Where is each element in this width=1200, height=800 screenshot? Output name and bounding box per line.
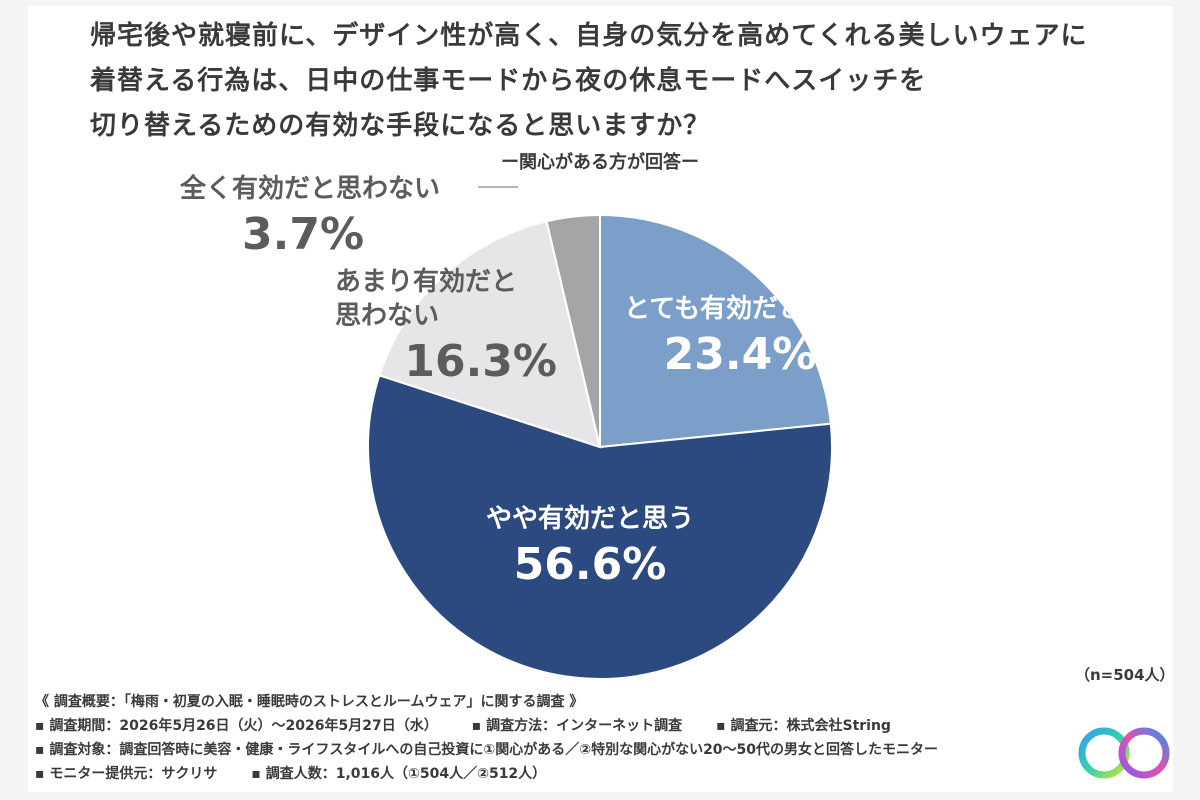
notes-row: 《 調査概要：「梅雨・初夏の入眠・睡眠時のストレスとルームウェア」に関する調査 … [35,690,938,714]
survey-provider: ▪ モニター提供元：サクリサ [35,766,218,782]
slice-label-very-effective: とても有効だと思う 23.4% [600,292,880,384]
slice-label-text: やや有効だと思う [485,504,694,534]
survey-count: ▪ 調査人数：1,016人（①504人／②512人） [251,766,547,782]
title-line: 着替える行為は、日中の仕事モードから夜の休息モードへスイッチを [90,66,927,96]
slice-label-value: 16.3% [404,336,557,387]
question-title: 帰宅後や就寝前に、デザイン性が高く、自身の気分を高めてくれる美しいウェアに 着替… [90,14,1130,149]
slice-label-not-effective-at-all: 全く有効だと思わない 3.7% [180,172,470,264]
slice-not-very-effective [378,220,602,449]
slice-label-value: 56.6% [513,539,667,590]
slice-very-effective [599,213,832,449]
title-line: 帰宅後や就寝前に、デザイン性が高く、自身の気分を高めてくれる美しいウェアに [90,21,1088,51]
notes-row: ▪ 調査対象：調査回答時に美容・健康・ライフスタイルへの自己投資に①関心がある／… [35,738,938,762]
notes-row: ▪ 調査期間：2026年5月26日（火）〜2026年5月27日（水） ▪ 調査方… [35,714,938,738]
slice-label-value: 3.7% [242,209,365,260]
survey-notes: 《 調査概要：「梅雨・初夏の入眠・睡眠時のストレスとルームウェア」に関する調査 … [35,690,938,786]
leader-line [478,186,518,188]
survey-sponsor: ▪ 調査元：株式会社String [716,718,891,734]
slice-label-text-line: 思わない [335,301,440,331]
survey-overview: 《 調査概要：「梅雨・初夏の入眠・睡眠時のストレスとルームウェア」に関する調査 … [35,694,584,710]
slice-label-value: 23.4% [663,329,817,380]
survey-target: ▪ 調査対象：調査回答時に美容・健康・ライフスタイルへの自己投資に①関心がある／… [35,742,939,758]
notes-row: ▪ モニター提供元：サクリサ ▪ 調査人数：1,016人（①504人／②512人… [35,762,938,786]
survey-method: ▪ 調査方法：インターネット調査 [471,718,683,734]
slice-label-text: 全く有効だと思わない [180,174,441,204]
title-line: 切り替えるための有効な手段になると思いますか？ [90,111,711,141]
slice-label-somewhat-effective: やや有効だと思う 56.6% [420,502,760,594]
slice-label-not-very-effective: あまり有効だと 思わない 16.3% [335,265,565,391]
respondent-note: ー関心がある方が回答ー [501,152,699,173]
infinity-ring-logo-icon [1078,727,1170,779]
slice-not-effective-at-all [545,213,601,448]
slice-label-text-line: あまり有効だと [335,267,518,297]
slice-label-text: とても有効だと思う [624,294,856,324]
slice-somewhat-effective [367,374,833,680]
survey-period: ▪ 調査期間：2026年5月26日（火）〜2026年5月27日（水） [35,718,438,734]
sample-size: （n=504人） [1075,666,1175,684]
